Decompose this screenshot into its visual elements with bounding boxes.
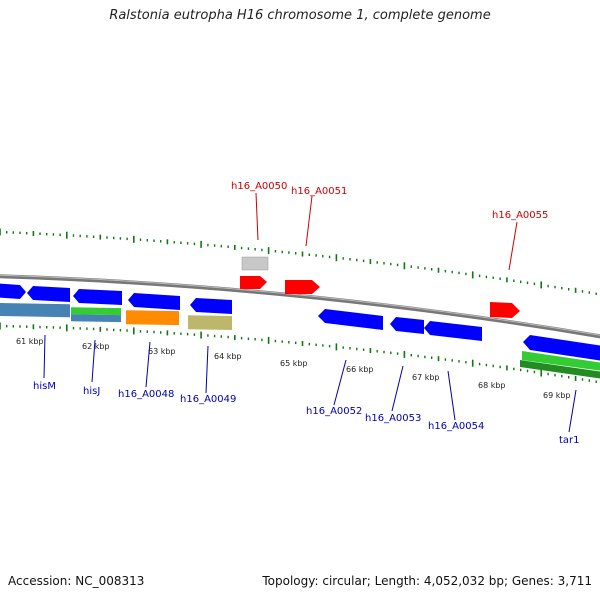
- gene-label-h16_A0048[interactable]: h16_A0048: [118, 389, 174, 400]
- leader-h16_A0048: [145, 341, 151, 388]
- feature-h16_A0050b[interactable]: [240, 276, 267, 289]
- leader-h16_A0050: [255, 192, 259, 241]
- kbp-label-66: 66 kbp: [346, 365, 374, 374]
- leader-hisM: [43, 334, 46, 379]
- leader-h16_A0053: [391, 365, 404, 412]
- kbp-label-65: 65 kbp: [280, 359, 308, 368]
- feature-block-1[interactable]: [0, 283, 26, 299]
- feature-h16_A0048[interactable]: [126, 310, 179, 326]
- genome-backbone-highlight: [0, 274, 600, 336]
- feature-block-3[interactable]: [73, 289, 122, 305]
- gene-label-h16_A0052[interactable]: h16_A0052: [306, 406, 362, 417]
- gene-label-h16_A0055[interactable]: h16_A0055: [492, 210, 548, 221]
- feature-h16_A0052[interactable]: [318, 309, 383, 330]
- feature-block-9[interactable]: [523, 335, 600, 362]
- feature-block-2[interactable]: [27, 286, 70, 302]
- feature-hisM[interactable]: [0, 302, 70, 318]
- gene-label-tar1[interactable]: tar1: [559, 435, 580, 446]
- feature-hisJ-blue[interactable]: [71, 314, 121, 323]
- feature-tar1-b[interactable]: [520, 360, 600, 380]
- feature-h16_A0051[interactable]: [285, 280, 320, 294]
- leader-tar1: [568, 389, 577, 433]
- kbp-label-64: 64 kbp: [214, 352, 242, 361]
- leader-h16_A0055: [508, 221, 518, 271]
- kbp-label-62: 62 kbp: [82, 342, 110, 351]
- gene-label-h16_A0050[interactable]: h16_A0050: [231, 181, 287, 192]
- leader-h16_A0052: [333, 359, 347, 406]
- accession-text: Accession: NC_008313: [8, 574, 145, 588]
- feature-block-4[interactable]: [128, 293, 180, 310]
- feature-block-5[interactable]: [190, 298, 232, 314]
- feature-h16_A0053[interactable]: [390, 317, 424, 334]
- inner-tick-ring: [0, 322, 597, 383]
- feature-tar1-a[interactable]: [522, 351, 600, 372]
- kbp-label-67: 67 kbp: [412, 373, 440, 382]
- genome-backbone: [0, 274, 600, 339]
- feature-h16_A0054[interactable]: [424, 321, 482, 341]
- leader-h16_A0051: [305, 195, 313, 247]
- feature-hisJ-green[interactable]: [71, 307, 121, 316]
- kbp-label-68: 68 kbp: [478, 381, 506, 390]
- feature-h16_A0055[interactable]: [490, 302, 520, 318]
- kbp-label-63: 63 kbp: [148, 347, 176, 356]
- topology-text: Topology: circular; Length: 4,052,032 bp…: [262, 574, 592, 588]
- gene-label-h16_A0053[interactable]: h16_A0053: [365, 413, 421, 424]
- gene-label-hisM[interactable]: hisM: [33, 381, 56, 392]
- outer-tick-ring: [0, 228, 597, 295]
- feature-h16_A0049[interactable]: [188, 315, 232, 331]
- feature-h16_A0050[interactable]: [241, 256, 269, 271]
- kbp-label-61: 61 kbp: [16, 337, 44, 346]
- gene-label-h16_A0054[interactable]: h16_A0054: [428, 421, 484, 432]
- gene-label-h16_A0051[interactable]: h16_A0051: [291, 186, 347, 197]
- leader-hisJ: [91, 339, 96, 383]
- leader-h16_A0054: [447, 370, 456, 421]
- kbp-label-69: 69 kbp: [543, 391, 571, 400]
- gene-label-hisJ[interactable]: hisJ: [83, 386, 100, 397]
- gene-label-h16_A0049[interactable]: h16_A0049: [180, 394, 236, 405]
- leader-h16_A0049: [205, 345, 209, 394]
- map-title: Ralstonia eutropha H16 chromosome 1, com…: [109, 8, 491, 23]
